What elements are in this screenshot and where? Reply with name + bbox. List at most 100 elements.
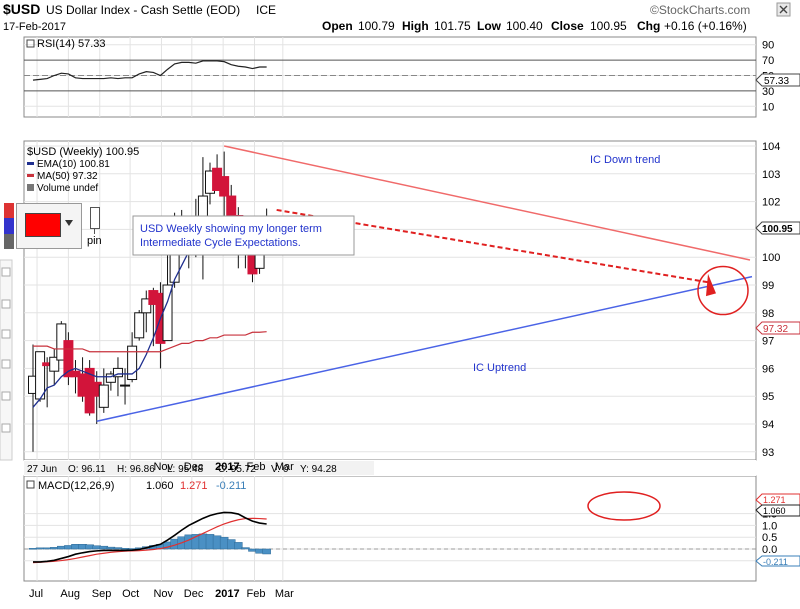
note-line-2: Intermediate Cycle Expectations. bbox=[140, 237, 301, 249]
lower-date-tick: Sep bbox=[92, 588, 112, 600]
candle-body bbox=[98, 384, 109, 408]
downtrend-label: IC Down trend bbox=[590, 154, 660, 166]
info-y: Y: 94.28 bbox=[300, 464, 337, 475]
svg-text:57.33: 57.33 bbox=[764, 76, 789, 87]
price-tick: 104 bbox=[762, 141, 780, 153]
upper-date-tick: Dec bbox=[184, 461, 204, 473]
macd-hist-bar bbox=[184, 534, 194, 550]
macd-hist-bar bbox=[226, 539, 236, 550]
macd-legend-prefix: MACD(12,26,9) bbox=[38, 480, 114, 492]
color-chip-blue[interactable] bbox=[4, 218, 14, 234]
macd-hist-tag: -0.211 bbox=[755, 555, 800, 567]
lower-date-tick: Dec bbox=[184, 588, 204, 600]
ema-legend: EMA(10) 100.81 bbox=[37, 159, 110, 170]
close-value: 100.95 bbox=[590, 19, 627, 33]
price-tick: 97 bbox=[762, 336, 774, 348]
candle-body bbox=[127, 345, 138, 381]
info-close: C: 95.72 bbox=[218, 464, 256, 475]
high-label: High bbox=[402, 19, 429, 33]
left-scroll-strip[interactable] bbox=[0, 259, 13, 461]
note-box[interactable]: USD Weekly showing my longer term Interm… bbox=[132, 215, 355, 256]
macd-hist-bar bbox=[248, 548, 257, 552]
price-tick: 100 bbox=[762, 252, 780, 264]
macd-tick: 1.0 bbox=[762, 520, 777, 532]
upper-date-tick: Feb bbox=[247, 461, 266, 473]
instrument-name: US Dollar Index - Cash Settle (EOD) bbox=[46, 3, 240, 17]
change-value: +0.16 (+0.16%) bbox=[664, 19, 747, 33]
macd-tick: 0.0 bbox=[762, 544, 777, 556]
macd-hist-bar bbox=[106, 546, 116, 550]
rsi-tick: 70 bbox=[762, 55, 774, 67]
close-price-tag: 100.95 bbox=[755, 221, 800, 235]
pin-label: pin bbox=[87, 235, 102, 247]
price-tick: 98 bbox=[762, 308, 774, 320]
upper-date-tick: Nov bbox=[153, 461, 173, 473]
ma-legend-swatch bbox=[27, 174, 34, 177]
candle-body bbox=[105, 373, 116, 383]
low-label: Low bbox=[477, 19, 502, 33]
price-tick: 95 bbox=[762, 391, 774, 403]
macd-legend-icon bbox=[26, 480, 35, 489]
macd-hist-bar bbox=[212, 535, 222, 550]
candle-body bbox=[141, 298, 152, 314]
lower-date-tick: Nov bbox=[153, 588, 173, 600]
info-volume: V: 0 bbox=[271, 464, 289, 475]
rsi-value-tag: 57.33 bbox=[755, 73, 800, 87]
macd-signal-line bbox=[32, 517, 267, 564]
pin-button[interactable]: pin bbox=[84, 205, 106, 249]
macd-cross-circle bbox=[587, 491, 661, 521]
ma-legend: MA(50) 97.32 bbox=[37, 171, 98, 182]
candle-body bbox=[134, 312, 145, 339]
macd-hist-bar bbox=[49, 547, 59, 550]
price-tick: 96 bbox=[762, 363, 774, 375]
rsi-tick: 30 bbox=[762, 86, 774, 98]
lower-date-tick: Aug bbox=[60, 588, 80, 600]
price-legend: $USD (Weekly) 100.95 bbox=[27, 146, 139, 158]
macd-hist-bar bbox=[85, 544, 94, 550]
macd-panel bbox=[23, 475, 757, 582]
lower-date-tick: 2017 bbox=[215, 588, 239, 600]
svg-text:100.95: 100.95 bbox=[762, 224, 793, 235]
macd-hist-bar bbox=[234, 542, 243, 550]
color-chip-gray[interactable] bbox=[4, 233, 14, 249]
macd-hist-bar bbox=[113, 547, 123, 550]
annotation-editor bbox=[4, 203, 82, 249]
color-chip-red[interactable] bbox=[4, 203, 14, 219]
macd-hist-value: -0.211 bbox=[216, 480, 246, 492]
macd-hist-bar bbox=[64, 545, 73, 550]
macd-hist-bar bbox=[99, 545, 109, 550]
candle-body bbox=[120, 384, 131, 387]
macd-line-tag: 1.060 bbox=[755, 504, 800, 517]
rsi-tick: 90 bbox=[762, 40, 774, 52]
ticker-symbol: $USD bbox=[3, 1, 40, 17]
ema-legend-swatch bbox=[27, 162, 34, 165]
rsi-panel bbox=[23, 36, 757, 118]
price-tick: 103 bbox=[762, 169, 780, 181]
macd-hist-bar bbox=[255, 548, 264, 554]
candle-body bbox=[219, 176, 230, 197]
macd-signal-tag: 1.271 bbox=[755, 493, 800, 506]
macd-hist-bar bbox=[57, 545, 66, 550]
high-value: 101.75 bbox=[434, 19, 471, 33]
color-picker-button[interactable] bbox=[16, 203, 82, 249]
candle-body bbox=[49, 356, 60, 372]
macd-line bbox=[33, 511, 267, 563]
macd-hist-bar bbox=[35, 547, 45, 550]
rsi-legend: RSI(14) 57.33 bbox=[37, 38, 105, 50]
selected-color-swatch bbox=[25, 213, 61, 237]
macd-hist-bar bbox=[92, 545, 101, 550]
info-low: L: 95.48 bbox=[167, 464, 204, 475]
chart-date: 17-Feb-2017 bbox=[3, 21, 66, 33]
close-icon[interactable] bbox=[776, 2, 791, 17]
macd-signal-value: 1.271 bbox=[180, 480, 208, 492]
price-tick: 102 bbox=[762, 197, 780, 209]
ma-value-tag: 97.32 bbox=[755, 321, 800, 335]
ohlc-info-bar bbox=[24, 461, 374, 475]
svg-text:-0.211: -0.211 bbox=[763, 557, 788, 567]
stockcharts-brand: ©StockCharts.com bbox=[650, 3, 750, 17]
rsi-legend-icon bbox=[26, 39, 35, 48]
lower-date-tick: Mar bbox=[275, 588, 294, 600]
info-date: 27 Jun bbox=[27, 464, 57, 475]
rsi-line bbox=[32, 60, 267, 81]
